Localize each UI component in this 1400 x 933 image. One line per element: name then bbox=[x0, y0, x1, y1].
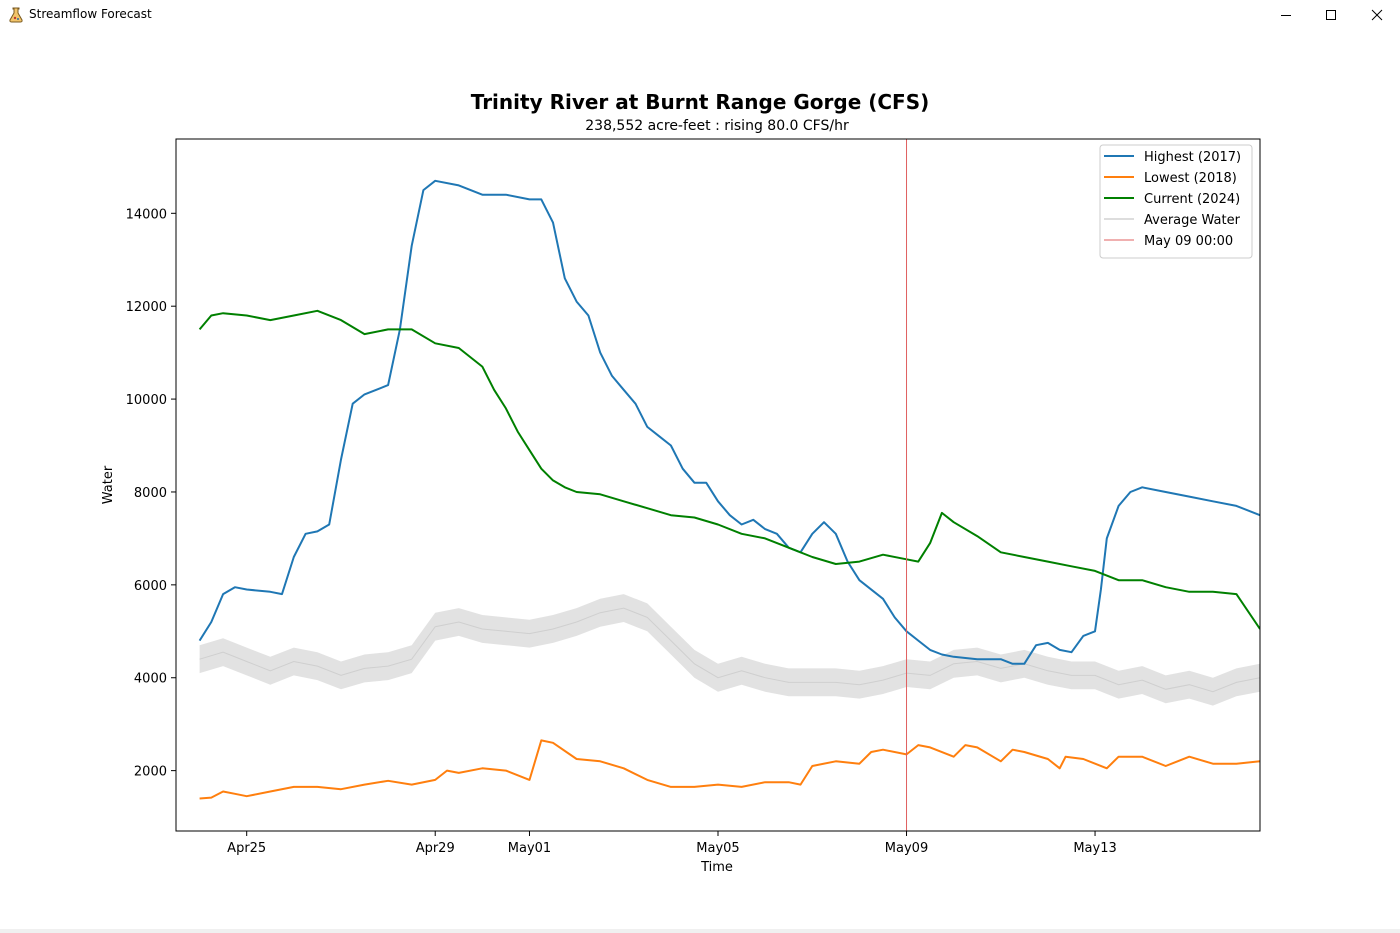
minimize-button[interactable] bbox=[1263, 0, 1309, 30]
x-tick-label: Apr29 bbox=[416, 841, 455, 856]
x-tick-label: Apr25 bbox=[227, 841, 266, 856]
legend-label-may-09-00-00: May 09 00:00 bbox=[1144, 234, 1233, 249]
maximize-button[interactable] bbox=[1308, 0, 1354, 30]
y-tick-label: 14000 bbox=[126, 207, 167, 222]
close-icon bbox=[1371, 9, 1383, 21]
x-tick-label: May01 bbox=[508, 841, 551, 856]
y-tick-label: 10000 bbox=[126, 393, 167, 408]
flask-app-icon bbox=[9, 7, 23, 23]
y-tick-label: 2000 bbox=[134, 765, 167, 780]
chart-subtitle: 238,552 acre-feet : rising 80.0 CFS/hr bbox=[585, 118, 849, 134]
legend-label-current-2024: Current (2024) bbox=[1144, 192, 1240, 207]
maximize-icon bbox=[1326, 10, 1336, 20]
close-button[interactable] bbox=[1354, 0, 1400, 30]
series-line-average-water bbox=[199, 607, 1260, 693]
window-title: Streamflow Forecast bbox=[29, 7, 152, 21]
y-tick-label: 4000 bbox=[134, 672, 167, 687]
x-tick-label: May05 bbox=[696, 841, 739, 856]
title-bar: Streamflow Forecast bbox=[0, 0, 1400, 30]
legend-label-lowest-2018: Lowest (2018) bbox=[1144, 171, 1237, 186]
series-line-highest-2017 bbox=[198, 179, 1260, 665]
legend: Highest (2017) Lowest (2018) Current (2024… bbox=[1099, 144, 1253, 259]
series-band-average-water bbox=[199, 594, 1260, 706]
y-tick-label: 12000 bbox=[126, 300, 167, 315]
legend-label-average-water: Average Water bbox=[1144, 213, 1241, 228]
minimize-icon bbox=[1281, 15, 1291, 16]
x-tick-label: May09 bbox=[885, 841, 928, 856]
series-line-current-2024 bbox=[198, 309, 1260, 630]
y-tick-label: 6000 bbox=[134, 579, 167, 594]
y-axis-label: Water bbox=[101, 465, 116, 504]
legend-label-highest-2017: Highest (2017) bbox=[1144, 150, 1241, 165]
legend-box bbox=[1099, 144, 1253, 259]
plot-frame bbox=[175, 138, 1261, 832]
series-line-lowest-2018 bbox=[199, 739, 1260, 800]
x-axis-label: Time bbox=[700, 860, 733, 875]
streamflow-chart: Trinity River at Burnt Range Gorge (CFS)… bbox=[101, 90, 1261, 875]
x-tick-label: May13 bbox=[1073, 841, 1116, 856]
window-bottom-edge bbox=[0, 929, 1400, 933]
y-tick-label: 8000 bbox=[134, 486, 167, 501]
chart-title: Trinity River at Burnt Range Gorge (CFS) bbox=[471, 90, 930, 114]
